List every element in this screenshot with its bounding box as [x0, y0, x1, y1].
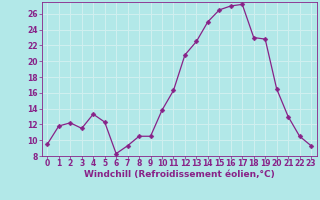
X-axis label: Windchill (Refroidissement éolien,°C): Windchill (Refroidissement éolien,°C)	[84, 170, 275, 179]
